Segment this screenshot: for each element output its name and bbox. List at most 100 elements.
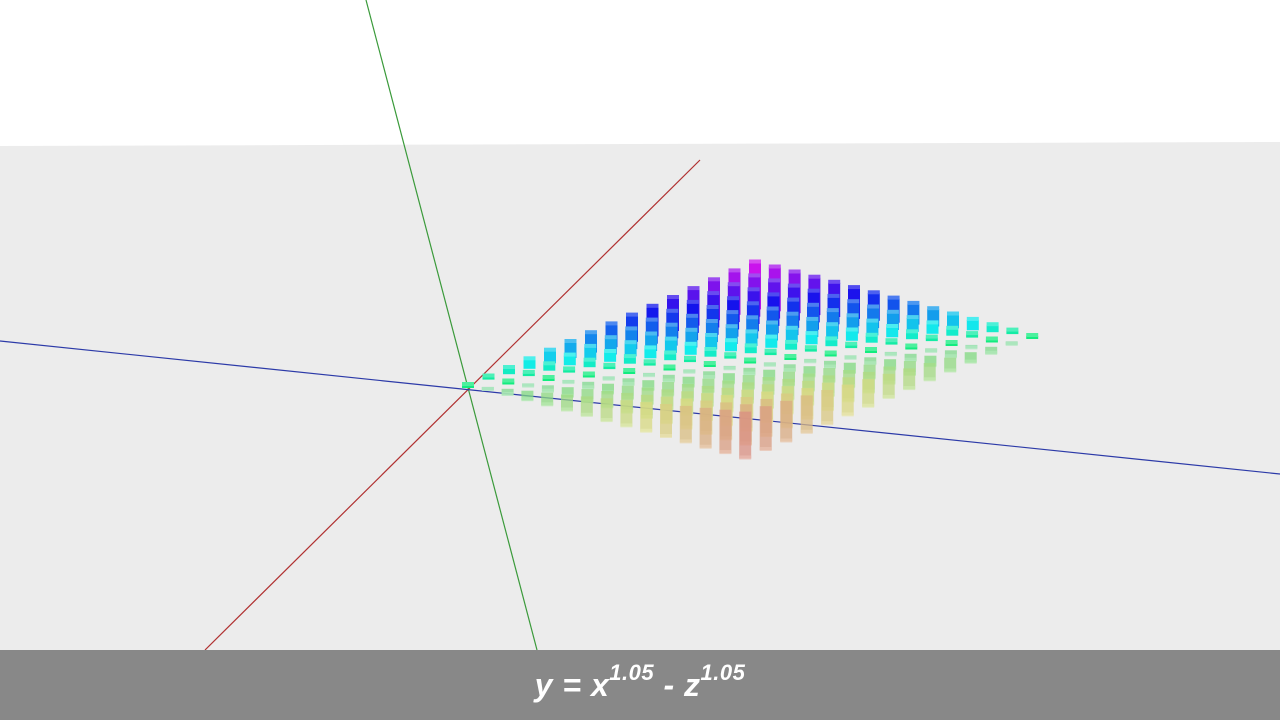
- surface-bar-cap: [925, 334, 938, 339]
- surface-bar-cap: [768, 264, 781, 269]
- surface-bar-cap: [787, 297, 800, 302]
- surface-bar-cap: [768, 278, 781, 283]
- surface-bar: [541, 385, 554, 392]
- surface-bar-cap: [925, 348, 938, 353]
- surface-bar: [705, 336, 718, 350]
- surface-bar-cap: [766, 306, 779, 311]
- surface-bar: [884, 359, 897, 370]
- surface-bar-cap: [807, 302, 819, 307]
- surface-bar: [584, 346, 597, 360]
- surface-bar: [944, 350, 957, 358]
- surface-bar-cap: [867, 304, 880, 309]
- surface-bar: [744, 360, 757, 364]
- surface-bar-cap: [523, 356, 536, 361]
- surface-bar: [582, 381, 595, 389]
- surface-bar: [725, 341, 737, 352]
- surface-bar: [925, 337, 938, 342]
- surface-bar-cap: [841, 412, 854, 417]
- equation-caption: y = x1.05 - z1.05: [535, 661, 746, 704]
- surface-bar-cap: [666, 308, 679, 313]
- surface-bar-cap: [848, 285, 860, 290]
- surface-bar: [582, 374, 595, 378]
- surface-bar: [521, 390, 534, 401]
- surface-bar: [906, 332, 918, 340]
- surface-bar-cap: [699, 444, 712, 449]
- surface-bar: [841, 384, 854, 416]
- surface-bar-cap: [826, 322, 839, 327]
- surface-bar-cap: [746, 315, 759, 320]
- surface-bar-cap: [541, 388, 554, 393]
- surface-bars: [462, 259, 1039, 460]
- surface-bar-cap: [743, 371, 756, 376]
- surface-bar-cap: [780, 438, 793, 443]
- surface-bar: [503, 368, 515, 375]
- surface-bar: [764, 351, 777, 356]
- surface-bar: [946, 328, 959, 336]
- surface-bar-cap: [759, 447, 772, 451]
- surface-bar: [944, 357, 957, 372]
- surface-bar-cap: [622, 381, 635, 386]
- ground-plane: [0, 142, 1280, 650]
- surface-bar: [745, 332, 758, 346]
- surface-bar-cap: [481, 387, 494, 391]
- 3d-viewport[interactable]: [0, 0, 1280, 650]
- surface-bar-cap: [686, 299, 699, 304]
- surface-bar-cap: [665, 322, 678, 327]
- surface-bar-cap: [748, 273, 761, 278]
- surface-bar-cap: [604, 335, 617, 340]
- surface-bar-cap: [744, 343, 757, 348]
- surface-bar-cap: [503, 365, 515, 369]
- surface-bar: [744, 346, 757, 354]
- surface-bar-cap: [767, 292, 780, 297]
- surface-bar: [924, 355, 937, 367]
- surface-bar-cap: [660, 434, 672, 438]
- surface-bar: [765, 337, 778, 348]
- surface-bar-cap: [821, 421, 834, 426]
- surface-bar-cap: [522, 383, 535, 388]
- surface-bar-cap: [684, 355, 696, 360]
- surface-bar-cap: [727, 282, 740, 287]
- surface-bar-cap: [745, 329, 758, 334]
- surface-bar: [985, 346, 998, 354]
- surface-bar: [462, 385, 474, 388]
- surface-bar: [660, 404, 672, 437]
- surface-bar-cap: [462, 382, 474, 386]
- surface-bar-cap: [947, 311, 959, 316]
- surface-bar-cap: [827, 293, 840, 298]
- surface-bar: [785, 328, 798, 343]
- surface-bar-cap: [719, 450, 732, 455]
- surface-bar-cap: [683, 369, 696, 374]
- surface-bar-cap: [603, 362, 616, 367]
- caption-bar: y = x1.05 - z1.05: [0, 650, 1280, 720]
- x-axis-line: [204, 159, 701, 650]
- surface-bar: [903, 368, 916, 390]
- surface-bar: [640, 402, 653, 432]
- surface-bar-cap: [763, 362, 776, 367]
- surface-bar-cap: [824, 350, 837, 355]
- surface-bar-cap: [784, 354, 797, 358]
- surface-bar: [523, 359, 536, 369]
- surface-bar-cap: [664, 336, 677, 341]
- surface-bar: [866, 321, 879, 336]
- surface-bar-cap: [904, 357, 917, 362]
- surface-bar-cap: [600, 418, 613, 423]
- surface-bar-cap: [646, 303, 659, 308]
- surface-bar-cap: [541, 402, 554, 407]
- surface-bar: [803, 366, 816, 377]
- surface-bar-cap: [906, 329, 918, 334]
- surface-bar-cap: [964, 359, 977, 364]
- surface-bar-cap: [905, 343, 918, 348]
- surface-bar: [704, 350, 717, 357]
- surface-bar-cap: [887, 295, 900, 300]
- surface-bar: [923, 363, 936, 381]
- surface-bar-cap: [884, 352, 897, 357]
- surface-bar: [783, 364, 796, 372]
- surface-bar-cap: [804, 359, 817, 364]
- surface-bar: [785, 342, 798, 350]
- surface-bar-cap: [886, 309, 899, 314]
- surface-bar: [985, 339, 998, 343]
- surface-bar-cap: [703, 361, 716, 365]
- surface-bar: [743, 367, 756, 375]
- surface-bar-cap: [885, 338, 898, 343]
- surface-bar-cap: [845, 327, 858, 332]
